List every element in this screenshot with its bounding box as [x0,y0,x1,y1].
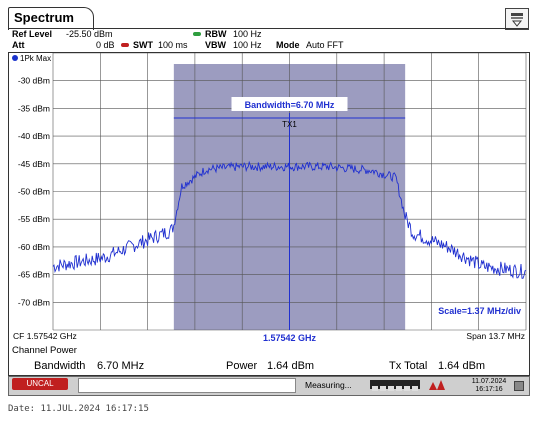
y-tick-label: -40 dBm [18,131,50,141]
menu-icon [511,13,523,27]
measurement-progress-bar [370,380,420,391]
channel-power-panel [8,342,530,376]
menu-button[interactable] [505,8,529,30]
status-warning-icon [428,379,446,394]
span-label: Span 13.7 MHz [466,331,525,341]
ref-level-value: -25.50 dBm [66,29,113,39]
cp-tx-total-value: 1.64 dBm [438,360,486,372]
y-tick-label: -50 dBm [18,187,50,197]
rbw-value: 100 Hz [233,29,262,39]
swt-value: 100 ms [158,40,188,50]
cp-bandwidth-label: Bandwidth [34,360,86,372]
mode-value: Auto FFT [306,40,344,50]
cp-power-label: Power [226,360,258,372]
bandwidth-label-box [231,97,348,111]
y-tick-label: -60 dBm [18,242,50,252]
measuring-text: Measuring... [305,380,352,390]
cp-bandwidth-value: 6.70 MHz [97,360,145,372]
vbw-label: VBW [205,40,226,50]
att-value: 0 dB [96,40,115,50]
tab-title: Spectrum [14,10,74,25]
mode-label: Mode [276,40,300,50]
status-date: 11.07.2024 [471,378,507,385]
trace-label: 1Pk Max [20,54,52,63]
spectrum-tab[interactable] [8,7,94,30]
ref-level-label: Ref Level [12,29,53,39]
y-tick-label: -70 dBm [18,297,50,307]
marker-label: TX1 [282,120,297,129]
channel-power-title: Channel Power [12,345,77,356]
status-time: 16:17:16 [475,386,503,393]
status-message-field [78,378,296,393]
scale-label: Scale=1.37 MHz/div [438,306,521,316]
trace-indicator-icon [12,55,18,61]
y-tick-label: -55 dBm [18,214,50,224]
cp-power-value: 1.64 dBm [267,360,315,372]
uncal-badge[interactable]: UNCAL [12,378,68,390]
rbw-label: RBW [205,29,227,39]
vbw-value: 100 Hz [233,40,262,50]
status-grid-icon [514,381,524,391]
swt-label: SWT [133,40,153,50]
header-divider [8,28,528,29]
spectrum-plot[interactable]: -30 dBm -35 dBm -40 dBm -45 dBm -50 dBm -55 d… [9,53,528,341]
bandwidth-label: Bandwidth=6.70 MHz [245,100,335,110]
swt-indicator [121,43,129,47]
y-tick-label: -65 dBm [18,270,50,280]
center-frequency-label: 1.57542 GHz [263,333,317,341]
cf-label: CF 1.57542 GHz [13,331,77,341]
y-tick-label: -35 dBm [18,103,50,113]
y-tick-label: -45 dBm [18,159,50,169]
footer-date: Date: 11.JUL.2024 16:17:15 [8,404,149,414]
cp-tx-total-label: Tx Total [389,360,428,372]
att-label: Att [12,40,25,50]
rbw-indicator [193,32,201,36]
status-datetime: 11.07.2024 16:17:16 [466,378,512,394]
y-tick-label: -30 dBm [18,76,50,86]
